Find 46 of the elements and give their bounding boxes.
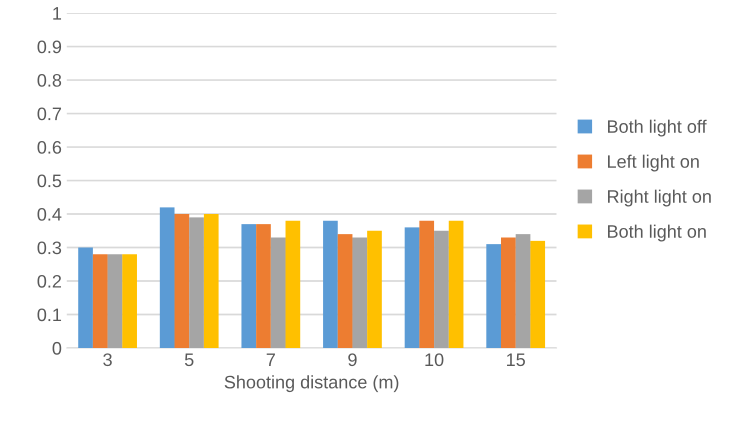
y-tick-label: 0.4 — [38, 208, 62, 221]
bar — [160, 207, 175, 348]
bar — [486, 244, 501, 348]
bar — [419, 220, 434, 348]
x-tick-label: 5 — [184, 354, 194, 366]
bar — [108, 254, 122, 348]
legend-label: Both light on — [608, 224, 706, 242]
y-tick-label: 0.5 — [38, 174, 62, 188]
y-tick-label: 0.1 — [38, 308, 62, 322]
bar — [189, 217, 204, 348]
y-tick-label: 1 — [53, 7, 62, 20]
y-tick-label: 0.3 — [38, 241, 62, 254]
y-tick-label: 0 — [52, 342, 62, 355]
bar — [270, 237, 286, 348]
bar — [352, 237, 368, 348]
bar — [323, 220, 338, 348]
legend-label: Left light on — [608, 154, 699, 172]
bar — [338, 234, 352, 348]
y-tick-label: 0.6 — [38, 140, 62, 154]
bar — [434, 230, 449, 348]
bar — [174, 214, 190, 348]
bar — [204, 214, 219, 348]
bar — [241, 224, 256, 348]
bar — [501, 237, 516, 348]
bar — [78, 248, 93, 348]
bar — [92, 254, 108, 348]
bar — [122, 254, 137, 348]
x-tick-label: 15 — [507, 354, 525, 366]
bar — [530, 240, 546, 348]
x-tick-label: 3 — [103, 353, 112, 366]
bar — [448, 220, 464, 348]
y-tick-label: 0.8 — [38, 74, 62, 87]
legend-label: Both light off — [608, 120, 707, 137]
legend-label: Right light on — [608, 190, 711, 206]
bar — [367, 230, 382, 348]
x-tick-label: 10 — [425, 353, 444, 366]
bar — [516, 234, 530, 348]
bar — [404, 227, 420, 348]
y-tick-label: 0.2 — [38, 274, 62, 288]
bar — [256, 224, 271, 348]
y-tick-label: 0.9 — [38, 40, 62, 54]
bar — [286, 220, 300, 348]
y-tick-label: 0.7 — [38, 107, 62, 120]
x-axis-title: Shooting distance (m) — [224, 375, 398, 392]
x-tick-label: 9 — [348, 353, 357, 366]
x-tick-label: 7 — [266, 354, 275, 366]
